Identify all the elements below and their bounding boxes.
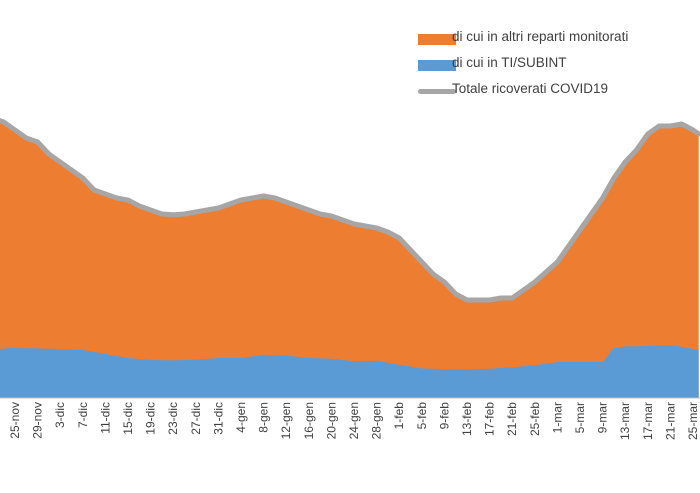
x-tick-label: 21-feb — [505, 402, 519, 436]
x-tick-label: 23-dic — [166, 402, 180, 435]
x-tick-label: 29-nov — [31, 402, 45, 439]
line-totale-ricoverati — [0, 118, 700, 303]
plot-area — [0, 118, 700, 398]
x-tick-label: 11-dic — [98, 402, 112, 434]
x-tick-label: 9-mar — [596, 402, 610, 433]
x-tick-label: 19-dic — [144, 402, 158, 435]
legend-swatch-ti-subint — [418, 60, 456, 71]
area-altri-reparti — [0, 120, 699, 398]
x-tick-label: 5-mar — [573, 402, 587, 433]
x-tick-label: 16-gen — [302, 402, 316, 439]
x-tick-label: 12-gen — [279, 402, 293, 439]
x-tick-label: 25-mar — [686, 402, 700, 440]
legend-swatch-totale — [418, 89, 456, 94]
legend-item-ti-subint: di cui in TI/SUBINT — [414, 54, 700, 80]
x-tick-label: 3-dic — [53, 402, 67, 428]
area-ti-subint — [0, 345, 699, 398]
x-tick-label: 17-feb — [483, 402, 497, 436]
x-tick-label: 25-nov — [8, 402, 22, 439]
x-tick-label: 1-mar — [550, 402, 564, 433]
x-tick-label: 13-feb — [460, 402, 474, 436]
x-tick-label: 8-gen — [257, 402, 271, 433]
x-tick-label: 17-mar — [641, 402, 655, 440]
x-tick-label: 13-mar — [618, 402, 632, 440]
legend-label-totale: Totale ricoverati COVID19 — [452, 81, 609, 96]
x-tick-label: 4-gen — [234, 402, 248, 433]
legend-swatch-altri-reparti — [418, 34, 456, 45]
legend: di cui in altri reparti monitorati di cu… — [414, 28, 700, 106]
x-tick-label: 25-feb — [528, 402, 542, 436]
x-tick-label: 9-feb — [437, 402, 451, 430]
x-tick-label: 7-dic — [76, 402, 90, 428]
x-tick-label: 31-dic — [211, 402, 225, 435]
x-tick-label: 5-feb — [415, 402, 429, 430]
legend-label-ti-subint: di cui in TI/SUBINT — [452, 55, 567, 70]
legend-label-altri-reparti: di cui in altri reparti monitorati — [452, 29, 629, 44]
x-tick-label: 24-gen — [347, 402, 361, 439]
legend-item-altri-reparti: di cui in altri reparti monitorati — [414, 28, 700, 54]
x-tick-label: 27-dic — [189, 402, 203, 435]
x-tick-label: 20-gen — [324, 402, 338, 439]
legend-item-totale: Totale ricoverati COVID19 — [414, 80, 700, 106]
x-tick-label: 15-dic — [121, 402, 135, 435]
x-axis-ticks: 25-nov 29-nov 3-dic 7-dic 11-dic 15-dic 19-dic… — [8, 402, 700, 440]
x-tick-label: 21-mar — [663, 402, 677, 440]
x-tick-label: 1-feb — [392, 402, 406, 430]
x-tick-label: 28-gen — [370, 402, 384, 439]
